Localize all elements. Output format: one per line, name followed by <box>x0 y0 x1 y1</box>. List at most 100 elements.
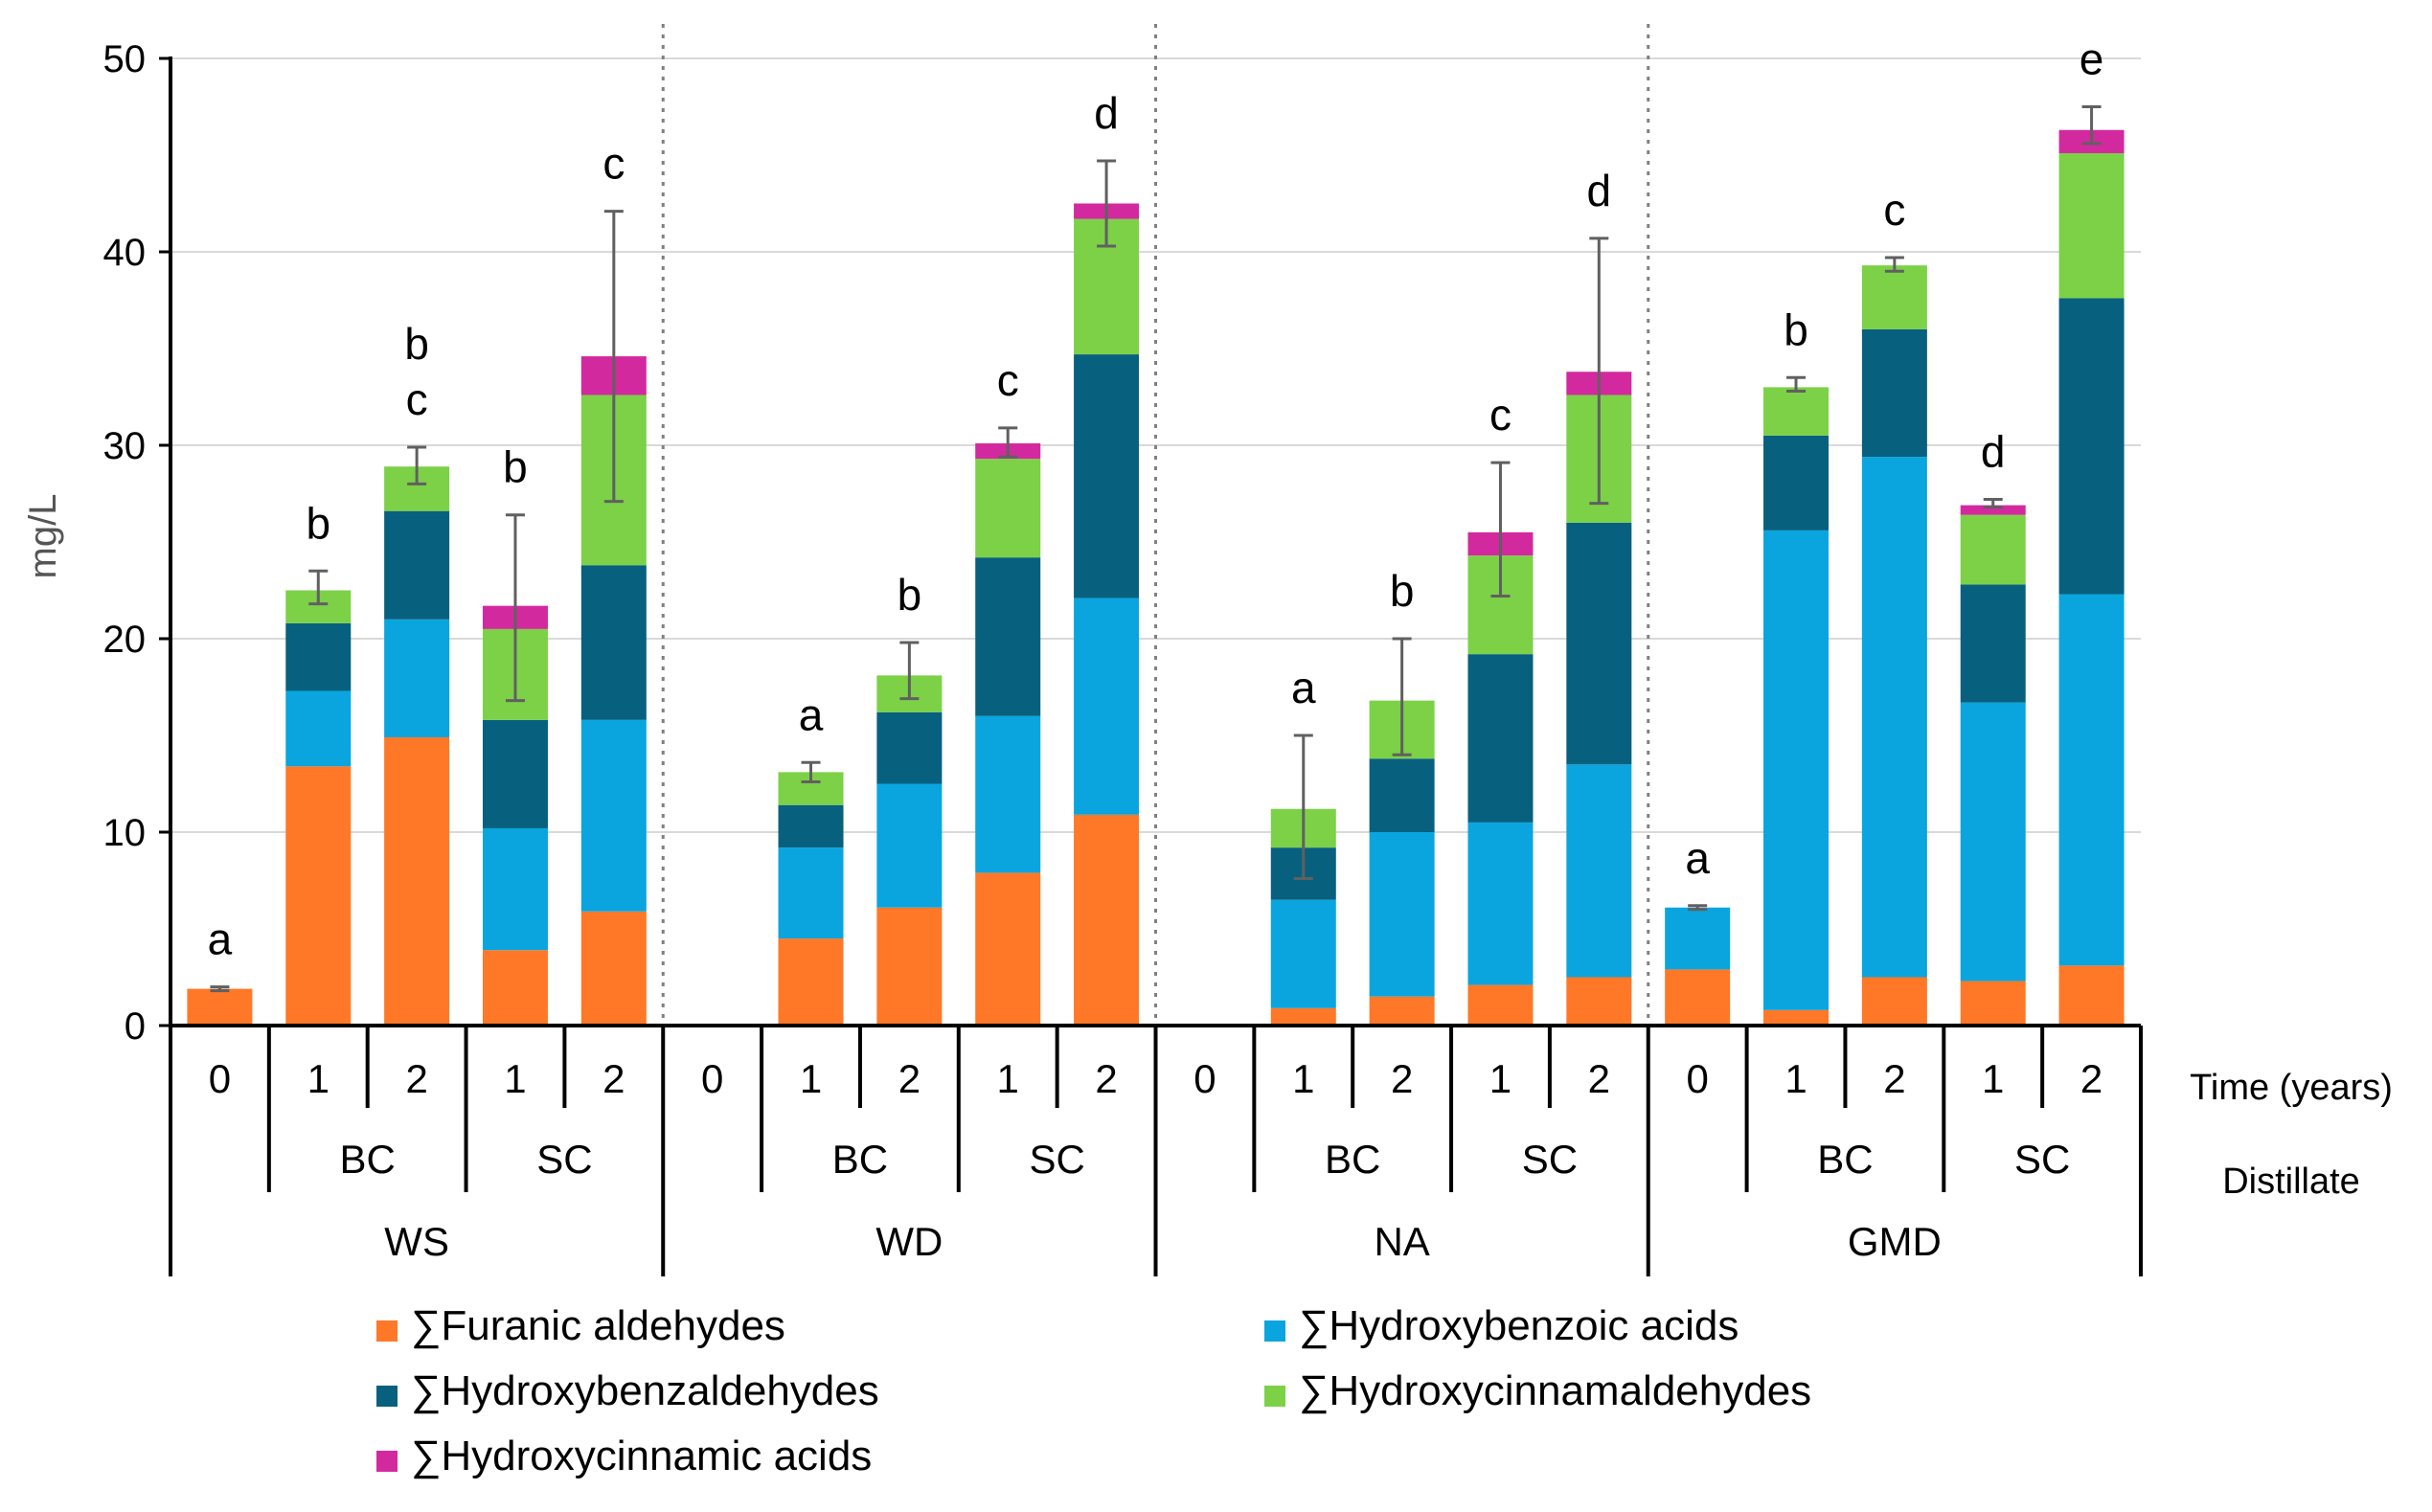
bar-segment <box>1960 584 2026 703</box>
significance-letter: a <box>208 914 233 964</box>
bar-segment <box>1960 981 2026 1026</box>
time-label: 2 <box>1588 1056 1610 1101</box>
time-label: 2 <box>1883 1056 1905 1101</box>
legend-label: ∑Hydroxybenzoic acids <box>1299 1302 1739 1349</box>
significance-letter: d <box>1587 166 1612 215</box>
bar-segment <box>1665 907 1731 970</box>
bar-segment <box>975 459 1041 558</box>
legend-label: ∑Hydroxybenzaldehydes <box>411 1367 879 1414</box>
time-label: 2 <box>602 1056 625 1101</box>
legend-swatch <box>376 1451 398 1472</box>
legend-swatch <box>376 1320 398 1342</box>
bar-segment <box>1763 387 1830 436</box>
significance-letter: c <box>1489 390 1511 440</box>
time-label: 1 <box>997 1056 1019 1101</box>
time-label: 2 <box>898 1056 921 1101</box>
error-bar <box>1490 461 1511 598</box>
bar-segment <box>778 847 844 939</box>
time-label: 1 <box>504 1056 526 1101</box>
significance-letter: b <box>503 442 528 492</box>
subgroup-label: SC <box>1029 1137 1084 1182</box>
significance-letter: d <box>1094 88 1119 138</box>
error-bar <box>998 426 1018 459</box>
significance-letter: a <box>1685 833 1710 883</box>
error-bar <box>1392 637 1412 756</box>
bar-segment <box>1369 758 1435 832</box>
y-axis-label: mg/L <box>22 494 64 579</box>
bar-segment <box>384 619 450 738</box>
significance-letter: c <box>1883 185 1905 235</box>
bar-segment <box>285 690 352 767</box>
bar-segment <box>1467 984 1534 1026</box>
legend-label: ∑Furanic aldehydes <box>411 1302 785 1349</box>
distillate-label: NA <box>1374 1219 1429 1264</box>
distillate-label: WS <box>384 1219 449 1264</box>
bar-segment <box>580 911 647 1026</box>
time-label: 2 <box>1095 1056 1117 1101</box>
bar-segment <box>187 988 253 1026</box>
significance-letter: b <box>1784 305 1808 354</box>
y-tick-label: 50 <box>103 38 147 80</box>
y-tick-label: 30 <box>103 425 147 467</box>
significance-letter: a <box>1291 663 1316 712</box>
legend-swatch <box>376 1386 398 1407</box>
subgroup-label: BC <box>832 1137 888 1182</box>
significance-letter: c <box>406 374 428 424</box>
bar-segment <box>1763 530 1830 1010</box>
bar-segment <box>2058 594 2125 966</box>
legend-item: ∑Furanic aldehydes <box>376 1302 785 1349</box>
legend-label: ∑Hydroxycinnamaldehydes <box>1299 1367 1811 1414</box>
bar-segment <box>1566 977 1632 1026</box>
gridlines <box>170 24 2141 1026</box>
legend-label: ∑Hydroxycinnamic acids <box>411 1433 872 1479</box>
error-bar <box>899 641 920 701</box>
distillate-label: GMD <box>1848 1219 1942 1264</box>
bar-segment <box>482 827 548 951</box>
time-label: 2 <box>405 1056 427 1101</box>
error-bar <box>1884 256 1904 273</box>
bar-segment <box>1861 457 1927 978</box>
bar-segment <box>1665 969 1731 1026</box>
bar-segment <box>482 719 548 828</box>
subgroup-label: BC <box>1325 1137 1380 1182</box>
error-bar <box>407 445 427 485</box>
error-bar <box>1983 498 2003 509</box>
significance-letter: c <box>997 355 1019 405</box>
time-label: 1 <box>800 1056 822 1101</box>
bar-segment <box>384 510 450 620</box>
time-label: 1 <box>1982 1056 2004 1101</box>
time-label: 1 <box>1489 1056 1511 1101</box>
bar-segment <box>778 938 844 1026</box>
bar-segment <box>1960 505 2026 515</box>
significance-letter: b <box>404 319 429 369</box>
error-bar <box>1293 733 1313 880</box>
bar-segment <box>285 766 352 1026</box>
bar-segment <box>1467 654 1534 823</box>
significance-letter: b <box>1390 566 1415 616</box>
bar-segment <box>876 907 943 1026</box>
bar-segment <box>1960 514 2026 585</box>
subgroup-label: BC <box>340 1137 396 1182</box>
y-tick-label: 0 <box>125 1005 146 1048</box>
error-bar <box>801 760 821 783</box>
bar-segment <box>1861 265 1927 329</box>
legend-item: ∑Hydroxycinnamic acids <box>376 1433 872 1479</box>
bar-segment <box>482 950 548 1026</box>
bar-segment <box>1861 328 1927 458</box>
bar-segment <box>1270 1007 1336 1026</box>
legend-swatch <box>1264 1386 1285 1407</box>
error-bar <box>308 569 329 606</box>
significance-letter: a <box>799 689 824 739</box>
significance-letter: b <box>898 570 922 620</box>
bar-segment <box>1763 1009 1830 1026</box>
bar-segment <box>1369 832 1435 997</box>
bar-segment <box>1960 702 2026 982</box>
bar-segment <box>580 565 647 720</box>
significance-letter: d <box>1981 427 2006 477</box>
bar-segment <box>2058 965 2125 1026</box>
bars <box>187 129 2125 1026</box>
subgroup-label: SC <box>536 1137 592 1182</box>
error-bar <box>1786 375 1807 393</box>
